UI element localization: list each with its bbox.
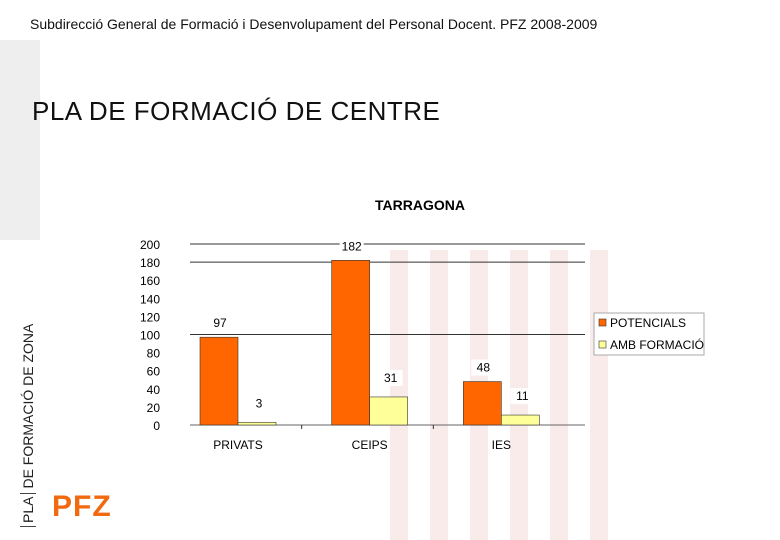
data-label-bg bbox=[208, 315, 232, 332]
data-label-bg bbox=[471, 359, 496, 376]
side-label: PLA DE FORMACIÓ DE ZONA bbox=[20, 257, 40, 527]
legend-label: POTENCIALS bbox=[610, 316, 686, 330]
y-tick-label: 80 bbox=[147, 347, 161, 361]
bar bbox=[463, 381, 502, 426]
legend-swatch bbox=[598, 340, 607, 349]
x-tick-label: CEIPS bbox=[352, 438, 388, 452]
y-tick-label: 180 bbox=[140, 256, 160, 270]
bar bbox=[237, 421, 277, 426]
legend-swatch bbox=[598, 318, 607, 327]
y-tick-label: 40 bbox=[147, 383, 161, 397]
data-labels: 97 3 182 31 48 11 bbox=[208, 238, 535, 412]
y-tick-label: 100 bbox=[140, 329, 160, 343]
y-tick-label: 140 bbox=[140, 292, 160, 306]
y-tick-label: 160 bbox=[140, 274, 160, 288]
y-tick-label: 120 bbox=[140, 310, 160, 324]
pfz-logo: PFZ bbox=[52, 490, 112, 523]
data-label: 3 bbox=[256, 396, 263, 410]
y-tick-label: 0 bbox=[153, 419, 160, 433]
bar bbox=[369, 396, 408, 426]
chart-title: TARRAGONA bbox=[375, 197, 465, 213]
legend-label: AMB FORMACIÓ bbox=[610, 337, 704, 352]
y-tick-label: 200 bbox=[140, 238, 160, 252]
legend-box bbox=[593, 312, 705, 356]
data-label: 48 bbox=[477, 361, 491, 375]
data-label: 97 bbox=[213, 316, 227, 330]
data-label: 11 bbox=[516, 389, 529, 403]
x-tick-label: IES bbox=[492, 438, 511, 452]
data-label-bg bbox=[339, 238, 364, 255]
y-tick-label: 60 bbox=[147, 365, 161, 379]
x-tick-label: PRIVATS bbox=[213, 438, 263, 452]
side-label-rest: DE FORMACIÓ DE ZONA bbox=[20, 323, 36, 489]
bar bbox=[199, 336, 239, 426]
page-title: PLA DE FORMACIÓ DE CENTRE bbox=[32, 96, 441, 126]
data-label-bg bbox=[510, 388, 535, 405]
y-axis-ticks: 0 20 40 60 80 100 120 140 160 180 200 bbox=[140, 238, 160, 433]
x-axis-ticks: PRIVATS CEIPS IES bbox=[213, 425, 511, 452]
y-tick-label: 20 bbox=[147, 401, 161, 415]
data-label-bg bbox=[378, 369, 403, 386]
chart-bars bbox=[199, 259, 540, 426]
data-label: 182 bbox=[342, 239, 362, 253]
data-label: 31 bbox=[384, 371, 398, 385]
side-label-pla: PLA bbox=[20, 492, 36, 527]
chart-legend: POTENCIALS AMB FORMACIÓ bbox=[593, 312, 705, 356]
data-label-bg bbox=[247, 395, 271, 412]
bar bbox=[501, 414, 540, 426]
bar bbox=[331, 259, 370, 426]
page-subtitle: Subdirecció General de Formació i Desenv… bbox=[30, 16, 598, 32]
